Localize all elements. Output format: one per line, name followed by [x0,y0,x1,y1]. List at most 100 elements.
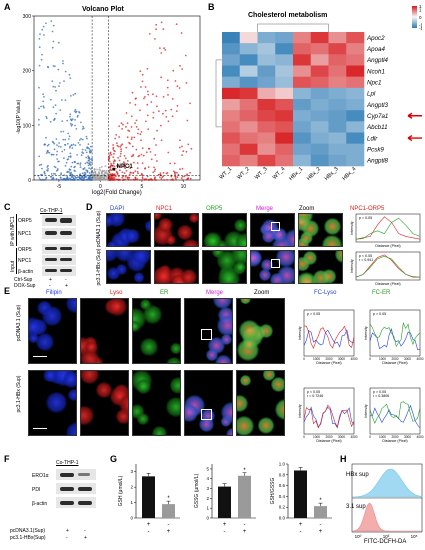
volcano-point [83,175,86,178]
volcano-point [127,176,129,179]
volcano-point [91,161,93,164]
blot-label-input-orp5: ORP5 [18,247,32,253]
volcano-point [176,105,179,107]
volcano-point [88,162,91,165]
blot-pdi [56,483,96,494]
volcano-point [69,118,72,120]
volcano-point [108,157,110,160]
volcano-point [146,90,149,93]
heatmap-cell [328,87,347,100]
volcano-point [47,66,50,69]
volcano-point [130,155,133,158]
heatmap-cell [346,87,365,100]
volcano-point [66,171,68,174]
volcano-point [63,148,66,151]
heatmap-cell [346,132,365,144]
heatmap-cell [310,65,329,77]
volcano-point [113,177,116,180]
volcano-point [89,164,92,167]
volcano-point [93,171,95,174]
intensity-line [369,404,421,429]
volcano-point [155,95,158,98]
volcano-point [80,121,82,124]
heatmap-gene-label: Ncoh1 [367,68,385,75]
volcano-point [176,176,179,179]
intensity-xlabel: Distance (Pixel) [382,361,407,365]
volcano-point [59,176,62,179]
volcano-point [45,136,47,139]
e-header-filipin: Filipin [46,290,62,296]
volcano-point [98,177,101,179]
volcano-point [137,172,139,175]
volcano-point [166,86,169,89]
heatmap-gene-label: Angptl8 [366,158,389,165]
blot-input-actin [42,266,76,276]
intensity-stat: p < 0.05 [307,390,320,394]
f-row-pcdna: pcDNA3.1(Sup) [10,528,46,534]
volcano-point [170,179,172,181]
bar-sign: + [243,529,247,535]
heatmap-cell [239,87,258,100]
heatmap-gene-label: Pcsk9 [367,146,384,153]
volcano-point [38,164,41,167]
volcano-point [155,23,158,26]
volcano-point [113,165,116,168]
d-image-green [202,213,247,247]
volcano-point [85,135,88,138]
volcano-point [74,119,76,121]
coip-sign: + [49,277,52,283]
volcano-point [86,178,88,181]
heatmap-gene-label: Npc1 [367,79,381,86]
blot-ip-npc1 [42,228,76,239]
volcano-point [96,168,98,171]
volcano-point [155,179,158,181]
volcano-point [150,158,153,161]
e-header-fc-lyso: FC-Lyso [314,290,337,296]
volcano-point [99,169,102,172]
volcano-point [103,173,106,175]
heatmap-cell [257,110,276,122]
volcano-point [47,168,49,170]
volcano-point [141,179,144,181]
intensity-stat: r = 0.7246 [307,394,323,398]
volcano-point [70,171,72,174]
volcano-point [87,147,90,149]
volcano-point [54,86,56,88]
volcano-point [182,150,185,153]
volcano-point [51,30,54,33]
heatmap-cell [275,143,294,156]
heatmap-gene-label: Cyp7a1 [367,113,388,120]
e-image-red [80,298,129,364]
intensity-ylabel: Intensity [298,404,302,418]
zoom-box [201,329,212,340]
heatmap-column-label: HBx_3 [324,166,340,182]
heatmap-column-label: WT_3 [254,166,269,181]
volcano-point [140,139,142,142]
heatmap-cell [222,87,241,100]
blot-ero1 [56,469,96,480]
intensity-xtick: 1000 [379,435,386,439]
intensity-xtick: 0 [303,357,305,361]
f-sign: - [84,528,86,534]
volcano-point [136,162,139,164]
volcano-point [130,126,133,128]
heatmap-cell [239,143,258,156]
heatmap-cell [346,76,365,89]
heatmap-panel: Cholesterol metabolism Apoc2 Apoa4 Angptl4… [212,4,422,200]
f-label-pdi: PDI [32,487,41,493]
heatmap-cell [239,54,258,66]
blot-actin-f [56,497,96,508]
volcano-point [144,167,146,170]
intensity-xlabel: Distance (Pixel) [375,282,400,286]
heatmap-cell [239,132,258,144]
intensity-line [369,322,421,348]
volcano-plot: 0 100 200 300 -5 0 5 10 NPC1 [23,14,201,190]
volcano-point [135,178,137,181]
volcano-point [75,176,78,179]
volcano-point [159,47,161,49]
volcano-point [58,85,60,87]
volcano-point [75,110,78,113]
volcano-point [145,151,148,154]
heatmap-arrow-icon [407,112,422,119]
volcano-point [136,167,139,170]
